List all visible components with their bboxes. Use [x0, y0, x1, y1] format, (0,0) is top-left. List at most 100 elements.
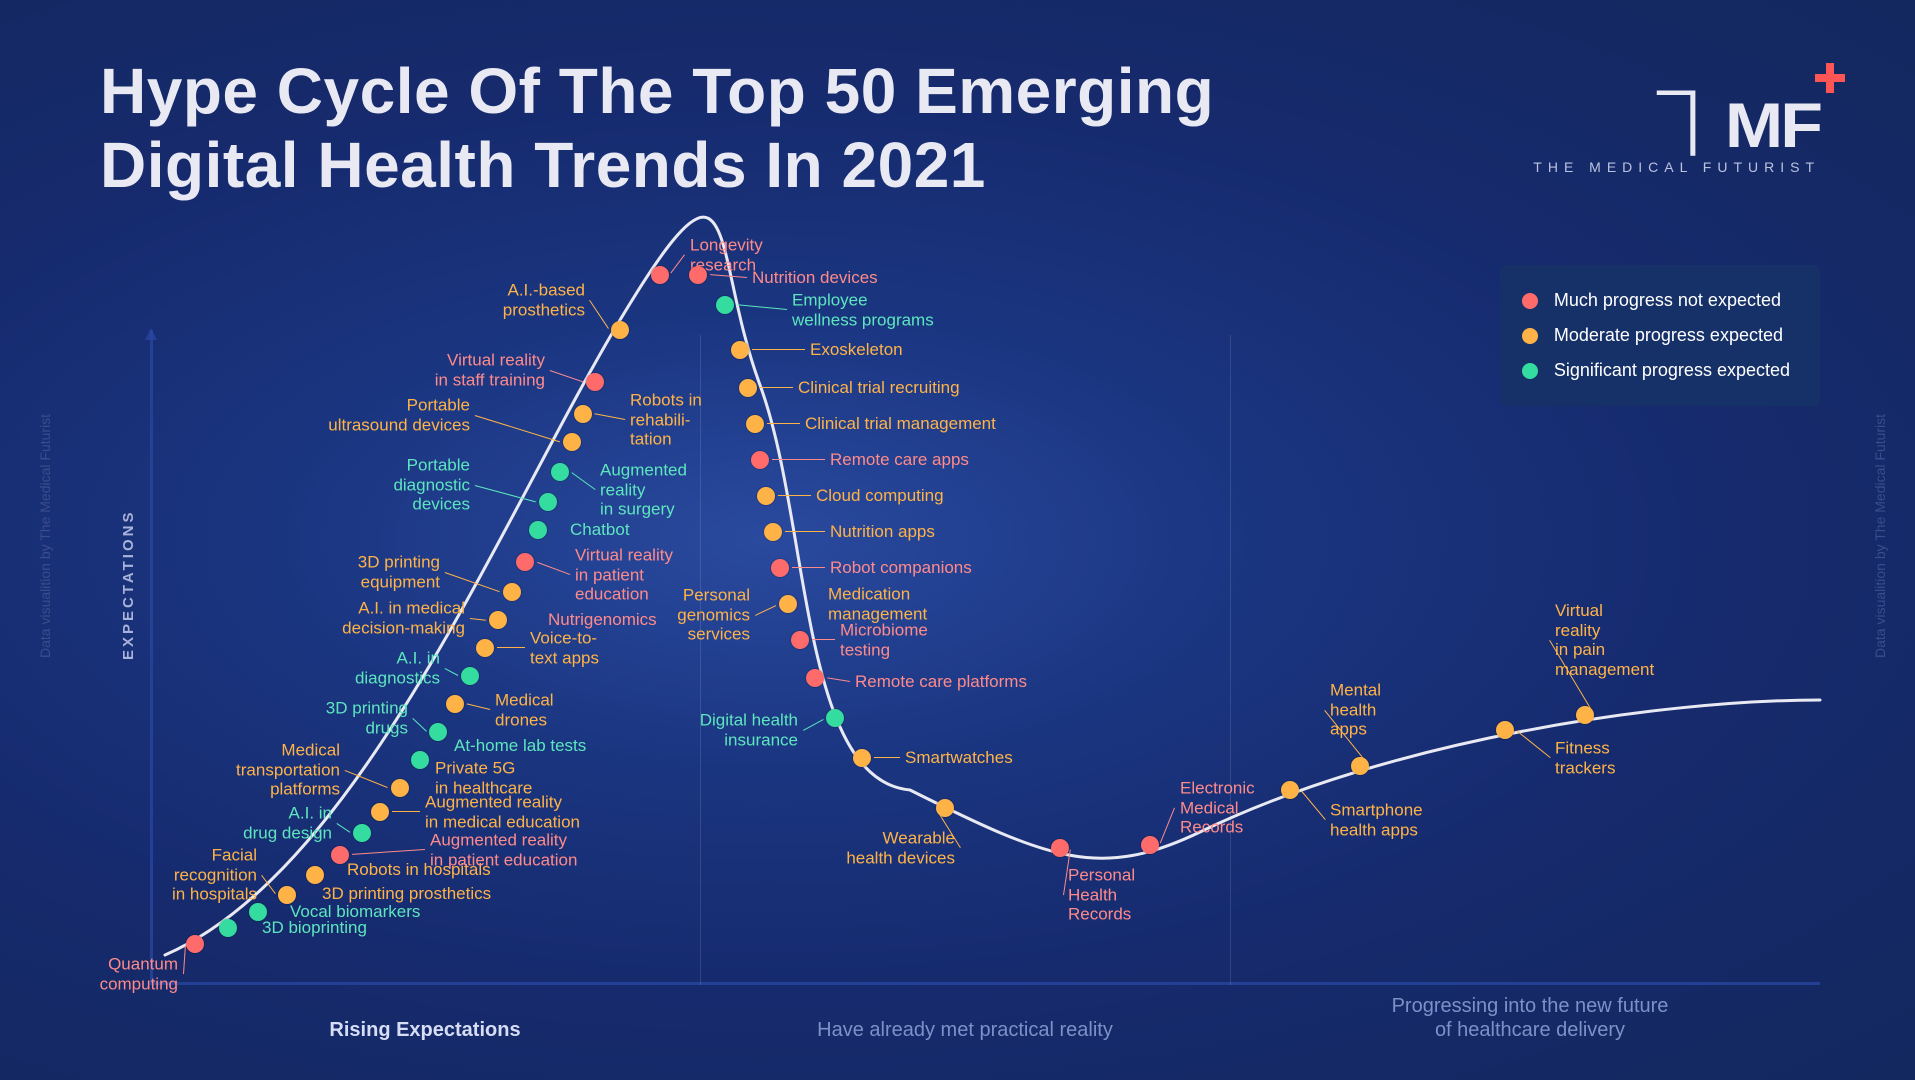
data-label: A.I. in diagnostics	[355, 648, 440, 687]
data-label: Robot companions	[830, 558, 972, 578]
legend-row: Moderate progress expected	[1522, 318, 1790, 353]
credit-right: Data visualition by The Medical Futurist	[1872, 414, 1888, 658]
leader-line	[336, 823, 350, 833]
leader-line	[261, 875, 276, 894]
phase-label: Rising Expectations	[150, 1018, 700, 1042]
leader-line	[752, 349, 805, 350]
data-point	[551, 463, 569, 481]
leader-line	[670, 254, 685, 273]
data-label: Cloud computing	[816, 486, 944, 506]
data-point	[1051, 839, 1069, 857]
data-point	[689, 266, 707, 284]
leader-line	[412, 718, 426, 731]
data-point	[353, 824, 371, 842]
leader-line	[467, 703, 490, 710]
leader-line	[874, 757, 900, 758]
data-point	[806, 669, 824, 687]
data-point	[826, 709, 844, 727]
title-line-2: Digital Health Trends In 2021	[100, 129, 986, 201]
data-point	[739, 379, 757, 397]
leader-line	[550, 370, 583, 382]
data-point	[853, 749, 871, 767]
data-label: Quantum computing	[100, 954, 178, 993]
data-point	[574, 405, 592, 423]
leader-line	[445, 668, 459, 676]
data-point	[1496, 721, 1514, 739]
leader-line	[737, 304, 787, 310]
leader-line	[803, 719, 824, 731]
data-label: Voice-to- text apps	[530, 628, 599, 667]
data-label: Augmented reality in patient education	[430, 830, 577, 869]
data-label: Medical drones	[495, 690, 554, 729]
data-label: A.I. in medical decision-making	[342, 598, 465, 637]
data-label: Medication management	[828, 584, 927, 623]
data-label: Personal Health Records	[1068, 866, 1135, 925]
leader-line	[767, 423, 800, 424]
phase-label: Progressing into the new future of healt…	[1230, 994, 1830, 1042]
data-point	[411, 751, 429, 769]
leader-line	[812, 639, 835, 640]
data-label: Remote care platforms	[855, 672, 1027, 692]
data-point	[791, 631, 809, 649]
leader-line	[445, 572, 500, 592]
x-axis	[150, 982, 1820, 985]
data-label: Facial recognition in hospitals	[172, 846, 257, 905]
leader-line	[589, 300, 609, 329]
data-label: 3D printing drugs	[326, 698, 408, 737]
data-point	[651, 266, 669, 284]
leader-line	[710, 274, 747, 278]
data-label: Clinical trial recruiting	[798, 378, 960, 398]
data-point	[539, 493, 557, 511]
data-point	[779, 595, 797, 613]
data-label: Exoskeleton	[810, 340, 903, 360]
data-label: Nutrition apps	[830, 522, 935, 542]
leader-line	[497, 647, 525, 648]
logo-mark: ⏋MF	[1658, 70, 1820, 140]
data-point	[716, 296, 734, 314]
leader-line	[755, 605, 777, 616]
leader-line	[595, 413, 625, 420]
data-label: Remote care apps	[830, 450, 969, 470]
data-point	[563, 433, 581, 451]
data-point	[757, 487, 775, 505]
data-point	[611, 321, 629, 339]
leader-line	[352, 849, 425, 855]
data-label: Private 5G in healthcare	[435, 758, 532, 797]
data-label: A.I.-based prosthetics	[503, 280, 585, 319]
data-label: Digital health insurance	[700, 710, 798, 749]
data-label: Virtual reality in staff training	[435, 350, 545, 389]
data-label: Electronic Medical Records	[1180, 779, 1255, 838]
data-label: A.I. in drug design	[243, 803, 332, 842]
legend-row: Much progress not expected	[1522, 283, 1790, 318]
data-label: Medical transportation platforms	[236, 741, 340, 800]
infographic-stage: Hype Cycle Of The Top 50 Emerging Digita…	[0, 0, 1915, 1080]
plus-icon	[1815, 63, 1845, 93]
leader-line	[785, 531, 825, 532]
data-point	[371, 803, 389, 821]
data-label: 3D printing equipment	[358, 552, 440, 591]
leader-line	[827, 677, 850, 682]
data-point	[186, 935, 204, 953]
data-point	[1576, 706, 1594, 724]
data-label: Augmented reality in medical education	[425, 792, 580, 831]
data-label: Smartphone health apps	[1330, 800, 1423, 839]
legend-label: Significant progress expected	[1554, 360, 1790, 381]
data-point	[936, 799, 954, 817]
legend-label: Moderate progress expected	[1554, 325, 1783, 346]
logo-letters: ⏋MF	[1658, 75, 1820, 166]
leader-line	[772, 459, 825, 460]
data-label: Virtual reality in patient education	[575, 546, 673, 605]
data-point	[489, 611, 507, 629]
leader-line	[760, 387, 793, 388]
data-point	[764, 523, 782, 541]
data-label: At-home lab tests	[454, 736, 586, 756]
title-line-1: Hype Cycle Of The Top 50 Emerging	[100, 55, 1214, 127]
data-label: Chatbot	[570, 520, 630, 540]
data-label: Clinical trial management	[805, 414, 996, 434]
leader-line	[1160, 808, 1175, 844]
data-point	[446, 695, 464, 713]
legend-dot-icon	[1522, 328, 1538, 344]
data-point	[429, 723, 447, 741]
data-label: 3D printing prosthetics	[322, 884, 491, 904]
data-label: Portable ultrasound devices	[328, 395, 470, 434]
